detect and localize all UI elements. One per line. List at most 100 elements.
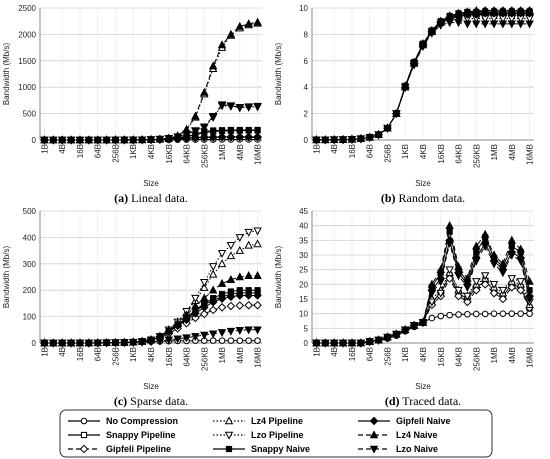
marker (244, 271, 253, 279)
marker (445, 239, 454, 248)
marker (226, 301, 236, 311)
marker (446, 228, 453, 235)
marker (217, 40, 227, 49)
marker (436, 265, 445, 273)
marker (226, 292, 236, 302)
x-tick-label: 64KB (455, 144, 464, 164)
marker (226, 274, 236, 283)
x-tick-label: 64B (366, 144, 375, 158)
marker (200, 331, 209, 340)
marker (93, 339, 102, 348)
legend-label: Snappy Pipeline (106, 430, 176, 440)
marker (445, 11, 454, 20)
marker (146, 338, 156, 347)
marker (525, 20, 534, 29)
marker (480, 280, 490, 289)
marker (191, 111, 200, 120)
caption-text: Traced data. (402, 394, 461, 408)
y-tick-label: 1500 (18, 57, 36, 66)
marker (120, 136, 129, 145)
marker (427, 279, 437, 288)
legend-marker (225, 445, 233, 453)
y-tick-label: 0 (304, 136, 309, 145)
legend-label: Gipfeli Naive (396, 416, 451, 426)
marker (464, 310, 471, 318)
marker (57, 136, 67, 145)
marker (200, 278, 209, 287)
marker (472, 5, 481, 14)
marker (75, 136, 85, 145)
marker (226, 102, 236, 111)
marker (472, 278, 481, 287)
marker (454, 291, 463, 301)
marker (235, 327, 245, 335)
x-tick-label: 1MB (218, 347, 227, 363)
marker (418, 42, 428, 51)
marker (436, 289, 445, 298)
marker (236, 337, 244, 344)
marker (516, 5, 525, 14)
marker (437, 312, 445, 320)
marker (200, 87, 209, 96)
marker (472, 241, 481, 250)
marker (525, 5, 534, 14)
y-tick-label: 4 (304, 83, 309, 92)
marker (209, 337, 217, 344)
marker (253, 239, 262, 248)
marker (480, 5, 490, 14)
marker (401, 83, 410, 92)
marker (329, 339, 339, 348)
marker (208, 330, 218, 339)
marker (208, 305, 218, 315)
marker (498, 269, 508, 278)
marker (409, 322, 419, 331)
marker (235, 103, 245, 112)
marker (191, 294, 200, 303)
marker (235, 272, 245, 281)
legend-label: No Compression (106, 416, 178, 426)
marker (226, 242, 236, 250)
legend-marker (369, 445, 379, 454)
marker (235, 291, 245, 300)
x-tick-label: 1MB (490, 144, 499, 160)
marker (507, 235, 517, 244)
marker (489, 250, 499, 259)
marker (507, 282, 517, 292)
marker (217, 278, 227, 287)
marker (374, 131, 383, 140)
x-tick-label: 16KB (437, 144, 446, 164)
x-tick-label: 1MB (218, 144, 227, 160)
x-tick-label: 64B (94, 347, 103, 361)
x-tick-label: 4KB (147, 144, 156, 159)
legend-marker (369, 416, 379, 426)
x-tick-label: 1KB (401, 144, 410, 159)
x-tick-label: 1KB (401, 347, 410, 362)
marker (392, 110, 401, 119)
marker (40, 136, 49, 145)
marker (427, 29, 437, 38)
y-axis-label: Bandwidth (Mb/s) (274, 246, 283, 309)
marker (217, 101, 227, 110)
marker (245, 126, 252, 134)
x-tick-label: 4B (330, 347, 339, 357)
marker (463, 283, 472, 292)
x-tick-label: 256KB (200, 347, 209, 371)
marker (480, 20, 490, 29)
marker (84, 339, 94, 348)
y-tick-label: 300 (23, 260, 37, 269)
marker (200, 293, 209, 302)
marker (489, 20, 499, 29)
marker (208, 61, 218, 70)
marker (480, 242, 490, 251)
marker (191, 313, 200, 323)
y-tick-label: 2500 (18, 4, 36, 13)
marker (244, 228, 253, 237)
marker (111, 136, 120, 145)
marker (120, 339, 129, 348)
marker (489, 281, 499, 289)
marker (329, 136, 339, 145)
x-tick-label: 256B (111, 347, 120, 366)
legend-marker (80, 417, 88, 425)
marker (445, 19, 454, 28)
x-tick-label: 1B (312, 347, 321, 357)
